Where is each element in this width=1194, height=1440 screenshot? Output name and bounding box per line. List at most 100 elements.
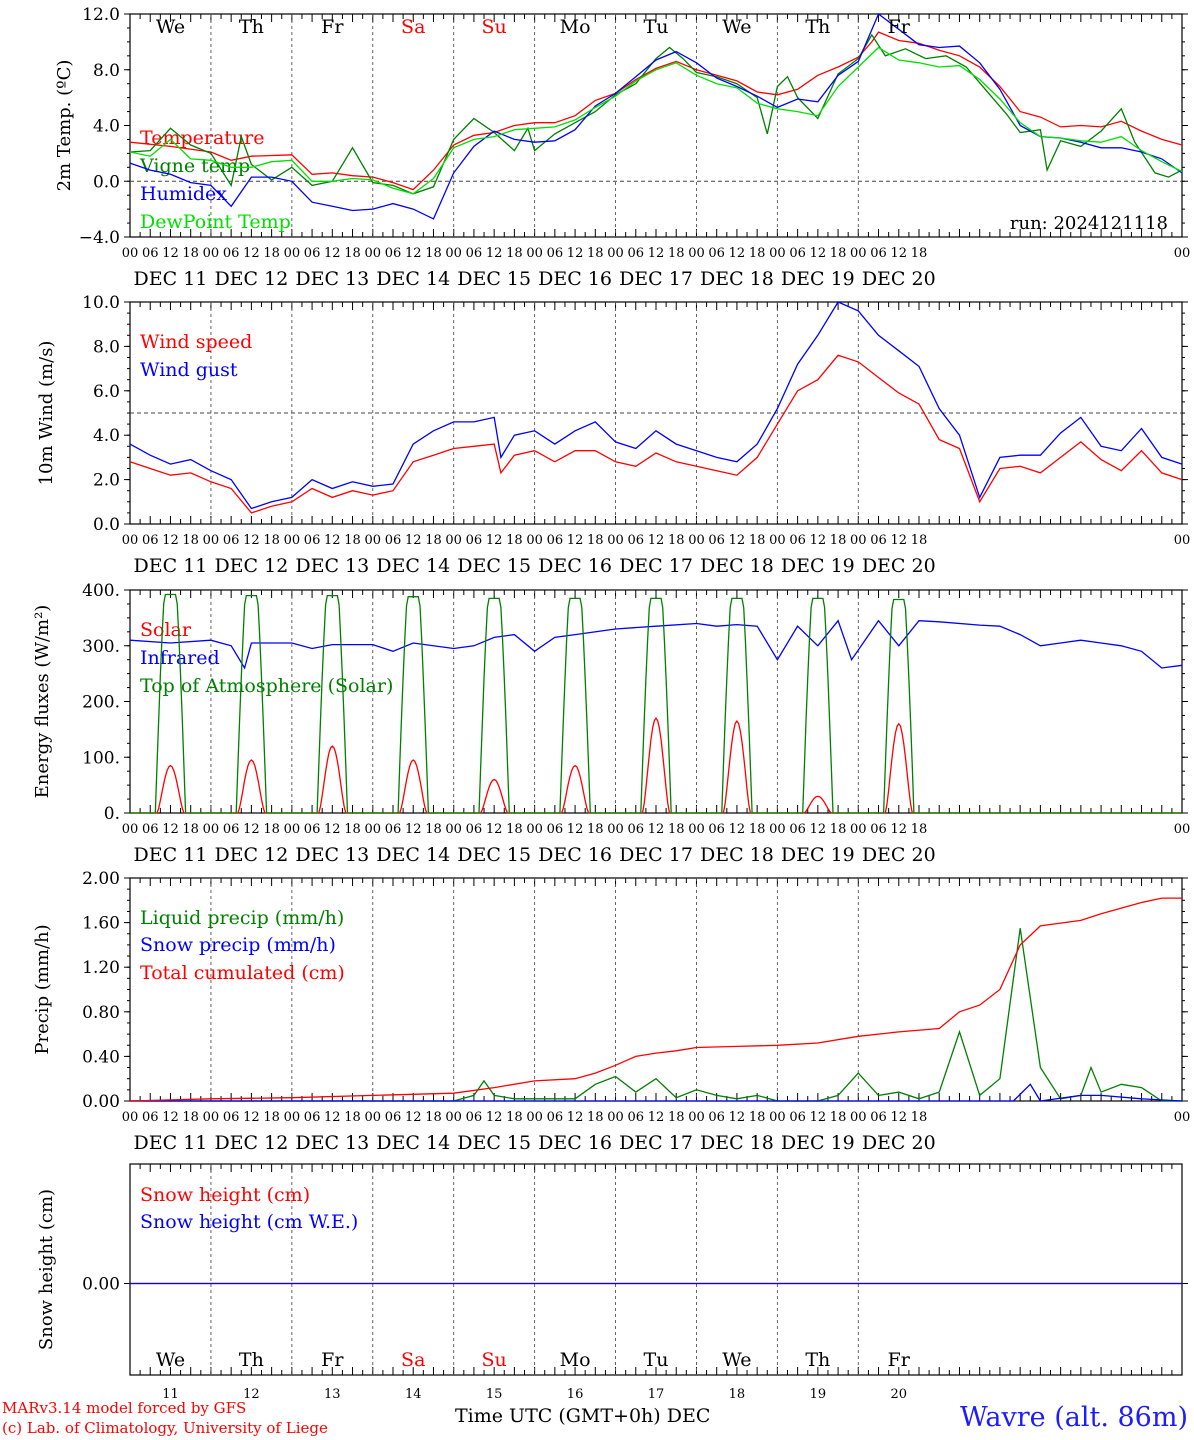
hour-tick-label: 06 (466, 822, 483, 837)
hour-tick-label: 06 (142, 822, 159, 837)
date-label: DEC 15 (457, 1132, 531, 1154)
hour-tick-label: 00 (850, 1110, 867, 1125)
date-label: DEC 13 (295, 1132, 369, 1154)
hour-tick-label: 18 (263, 822, 280, 837)
hour-tick-label: 06 (466, 533, 483, 548)
hour-tick-label: 06 (385, 822, 402, 837)
hour-tick-label: 00 (122, 246, 139, 261)
hour-tick-label: 18 (344, 822, 361, 837)
hour-tick-label: 12 (890, 822, 907, 837)
hour-tick-label: 18 (668, 533, 685, 548)
weekday-label: Sa (401, 1349, 425, 1371)
date-label: DEC 14 (376, 844, 450, 866)
hour-tick-label: 06 (789, 822, 806, 837)
y-axis-label: Precip (mm/h) (32, 924, 53, 1054)
hour-tick-label: 00 (203, 533, 220, 548)
hour-tick-label: 00 (1174, 246, 1191, 261)
date-label: DEC 18 (700, 555, 774, 577)
hour-tick-label: 18 (587, 246, 604, 261)
day-number-label: 13 (324, 1387, 341, 1402)
hour-tick-label: 00 (769, 533, 786, 548)
y-tick-label: 0.80 (82, 1003, 120, 1023)
series-line-humidex (129, 12, 1183, 220)
hour-tick-label: 06 (708, 1110, 725, 1125)
hour-tick-label: 12 (324, 246, 341, 261)
hour-tick-label: 12 (162, 533, 179, 548)
day-number-label: 12 (243, 1387, 260, 1402)
hour-tick-label: 00 (688, 533, 705, 548)
hour-tick-label: 12 (567, 246, 584, 261)
hour-tick-label: 06 (627, 822, 644, 837)
y-axis-label: 10m Wind (m/s) (36, 341, 57, 486)
day-number-label: 14 (405, 1387, 422, 1402)
y-tick-label: 4.0 (93, 426, 120, 446)
hour-tick-label: 06 (223, 1110, 240, 1125)
date-label: DEC 15 (457, 844, 531, 866)
hour-tick-label: 06 (304, 1110, 321, 1125)
weekday-label: Fr (888, 16, 911, 38)
hour-tick-label: 18 (263, 533, 280, 548)
weekday-label: Su (482, 1349, 507, 1371)
hour-tick-label: 18 (911, 246, 928, 261)
hour-tick-label: 00 (526, 246, 543, 261)
station-label: Wavre (alt. 86m) (960, 1402, 1188, 1433)
date-label: DEC 18 (700, 844, 774, 866)
hour-tick-label: 12 (162, 246, 179, 261)
run-label: run: 2024121118 (1010, 213, 1168, 234)
hour-tick-label: 18 (425, 246, 442, 261)
hour-tick-label: 00 (364, 246, 381, 261)
date-label: DEC 15 (457, 268, 531, 290)
hour-tick-label: 06 (789, 533, 806, 548)
hour-tick-label: 12 (729, 822, 746, 837)
hour-tick-label: 06 (547, 1110, 564, 1125)
hour-tick-label: 06 (789, 1110, 806, 1125)
hour-tick-label: 00 (850, 246, 867, 261)
hour-tick-label: 12 (810, 533, 827, 548)
hour-tick-label: 06 (466, 1110, 483, 1125)
hour-tick-label: 12 (567, 822, 584, 837)
hour-tick-label: 18 (425, 1110, 442, 1125)
hour-tick-label: 06 (223, 822, 240, 837)
hour-tick-label: 06 (789, 246, 806, 261)
series-line-wind-speed (129, 354, 1183, 514)
hour-tick-label: 12 (405, 822, 422, 837)
credit-line-model: MARv3.14 model forced by GFS (2, 1399, 247, 1417)
hour-tick-label: 00 (364, 822, 381, 837)
date-label: DEC 16 (538, 268, 612, 290)
weekday-label: We (156, 16, 185, 38)
day-number-label: 19 (810, 1387, 827, 1402)
date-label: DEC 17 (619, 1132, 693, 1154)
weekday-label: Th (239, 16, 264, 38)
hour-tick-label: 18 (830, 246, 847, 261)
hour-tick-label: 18 (587, 533, 604, 548)
hour-tick-label: 12 (810, 822, 827, 837)
hour-tick-label: 12 (810, 246, 827, 261)
date-label: DEC 17 (619, 555, 693, 577)
hour-tick-label: 00 (284, 246, 301, 261)
date-label: DEC 13 (295, 555, 369, 577)
y-tick-label: 6.0 (93, 382, 120, 402)
date-label: DEC 13 (295, 844, 369, 866)
weekday-label: Fr (888, 1349, 911, 1371)
hour-tick-label: 12 (810, 1110, 827, 1125)
hour-tick-label: 18 (749, 822, 766, 837)
hour-tick-label: 00 (526, 822, 543, 837)
y-tick-label: 300. (82, 637, 120, 657)
series-line-top-of-atmosphere-solar- (130, 593, 1182, 814)
hour-tick-label: 00 (688, 246, 705, 261)
hour-tick-label: 00 (445, 822, 462, 837)
plot-frame (129, 589, 1183, 814)
hour-tick-label: 00 (445, 246, 462, 261)
hour-tick-label: 18 (911, 822, 928, 837)
hour-tick-label: 12 (243, 1110, 260, 1125)
hour-tick-label: 18 (344, 246, 361, 261)
hour-tick-label: 12 (324, 822, 341, 837)
date-label: DEC 16 (538, 555, 612, 577)
series-line-total-cumulated-cm- (129, 897, 1182, 1102)
hour-tick-label: 12 (567, 533, 584, 548)
date-label: DEC 14 (376, 268, 450, 290)
weekday-label: We (156, 1349, 185, 1371)
day-number-label: 18 (729, 1387, 746, 1402)
hour-tick-label: 00 (203, 822, 220, 837)
